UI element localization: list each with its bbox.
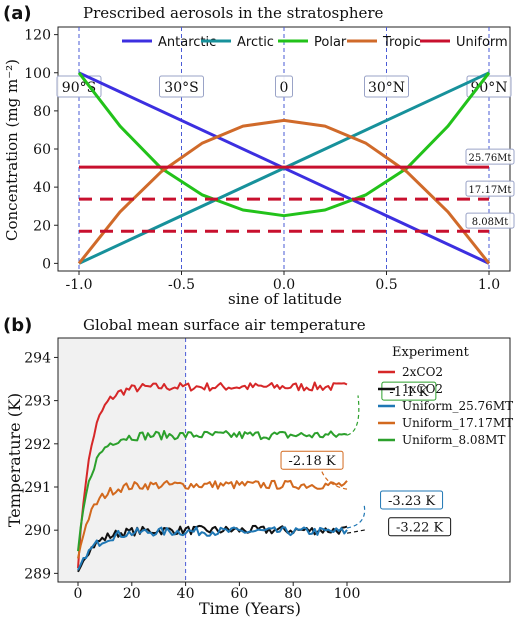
series-line-polar	[77, 71, 491, 218]
x-tick-label-60: 60	[230, 586, 248, 602]
x-tick-label-1-0: -1.0	[66, 277, 93, 293]
y-tick-label-40: 40	[33, 180, 51, 196]
panel-b-legend: Experiment 2xCO2 1xCO2 Uniform_25.76MT Unifo…	[378, 345, 513, 447]
panel-b-x-axis: 0 20 40 60 80 100	[74, 582, 361, 602]
y-tick-label-289: 289	[24, 566, 51, 582]
lat-label-box-30-n	[364, 75, 409, 98]
lat-label-0: 0	[280, 80, 289, 96]
lat-label-30-s: 30°S	[164, 80, 198, 96]
mass-label-box-8-08mt	[465, 212, 515, 229]
y-tick-label-0: 0	[42, 256, 51, 272]
y-tick-label-100: 100	[24, 66, 51, 82]
lat-label-box-30-s	[159, 75, 204, 98]
legend-label-tropic: Tropic	[382, 35, 421, 50]
legend-label-2xco2: 2xCO2	[402, 365, 443, 379]
x-tick-label-1-0: 1.0	[478, 277, 500, 293]
annotation-box-3-23-k	[380, 490, 444, 510]
panel-a-label: (a)	[3, 3, 32, 24]
panel-a-mass-labels: 25.76Mt 17.17Mt 8.08Mt	[465, 148, 515, 229]
x-tick-label-80: 80	[284, 586, 302, 602]
lat-label-box-0	[275, 75, 293, 98]
lat-label-30-n: 30°N	[368, 80, 405, 96]
y-tick-label-60: 60	[33, 142, 51, 158]
mass-label-25-76mt: 25.76Mt	[469, 153, 512, 164]
panel-b-y-axis: 289 290 291 292 293 294	[24, 350, 58, 582]
panel-b-xlabel: Time (Years)	[199, 599, 301, 618]
panel-a-ylabel: Concentration (mg m⁻²)	[3, 59, 21, 241]
x-tick-label-100: 100	[334, 586, 361, 602]
mass-label-box-25-76mt	[465, 148, 515, 165]
panel-a-title: Prescribed aerosols in the stratosphere	[83, 4, 384, 22]
legend-label-uniform-8-08mt: Uniform_8.08MT	[402, 433, 505, 447]
annotation-box-1-1-k	[381, 381, 437, 401]
panel-b-title: Global mean surface air temperature	[83, 316, 366, 334]
mass-label-box-17-17mt	[465, 180, 515, 197]
panel-b: (b) Global mean surface air temperature …	[3, 315, 513, 618]
lat-label-box-90-s	[56, 75, 102, 98]
x-tick-label-0-0: 0.0	[273, 277, 295, 293]
panel-a-y-axis: 0 20 40 60 80 100 120	[24, 28, 58, 272]
panel-b-label: (b)	[3, 315, 32, 336]
legend-label-antarctic: Antarctic	[158, 35, 216, 50]
series-line-uniform-8-08mt	[77, 430, 348, 552]
y-tick-label-80: 80	[33, 104, 51, 120]
annotation-label-3-22-k: -3.22 K	[396, 521, 443, 536]
series-line-uniform-17-17mt	[77, 479, 348, 559]
y-tick-label-290: 290	[24, 523, 51, 539]
panel-a: (a) Prescribed aerosols in the stratosph…	[3, 3, 515, 308]
lat-label-box-90-n	[466, 75, 512, 98]
series-line-tropic	[77, 118, 491, 265]
y-tick-label-292: 292	[24, 437, 51, 453]
annotation-box-3-22-k	[388, 517, 452, 537]
x-tick-label-20: 20	[123, 586, 141, 602]
mass-label-17-17mt: 17.17Mt	[469, 185, 512, 196]
series-line-2xco2	[77, 381, 348, 569]
x-tick-label-0: 0	[74, 586, 83, 602]
annotation-leader-3-23-k	[346, 504, 366, 529]
mass-label-8-08mt: 8.08Mt	[472, 217, 509, 228]
legend-label-uniform-25-76mt: Uniform_25.76MT	[402, 399, 513, 413]
legend-title: Experiment	[392, 345, 470, 360]
x-tick-label-40: 40	[177, 586, 195, 602]
legend-label-1xco2: 1xCO2	[402, 382, 443, 396]
x-tick-label-0-5: -0.5	[168, 277, 195, 293]
y-tick-label-120: 120	[24, 28, 51, 44]
legend-label-arctic: Arctic	[237, 35, 274, 50]
y-tick-label-291: 291	[24, 480, 51, 496]
panel-a-xlabel: sine of latitude	[228, 290, 342, 308]
panel-a-latitude-labels: 90°S 30°S 0 30°N 90°N	[56, 75, 512, 98]
y-tick-label-294: 294	[24, 350, 51, 366]
panel-b-annotations: -1.1 K -2.18 K -3.23 K -3.22 K	[280, 381, 452, 537]
x-tick-label-0-5: 0.5	[375, 277, 397, 293]
series-line-uniform-25-76mt	[77, 526, 348, 571]
annotation-box-2-18-k	[280, 450, 344, 470]
panel-b-spinup-shading	[58, 338, 186, 582]
y-tick-label-20: 20	[33, 218, 51, 234]
annotation-leader-1-1-k	[346, 395, 360, 436]
annotation-label-2-18-k: -2.18 K	[288, 454, 335, 469]
panel-b-series	[77, 381, 348, 573]
panel-a-x-axis: -1.0 -0.5 0.0 0.5 1.0	[66, 271, 500, 293]
y-tick-label-293: 293	[24, 394, 51, 410]
panel-a-legend: Antarctic Arctic Polar Tropic Uniform	[122, 35, 508, 50]
panel-b-ylabel: Temperature (K)	[5, 393, 24, 527]
annotation-leader-3-22-k	[346, 528, 368, 534]
annotation-label-3-23-k: -3.23 K	[388, 494, 435, 509]
legend-label-uniform: Uniform	[456, 35, 508, 50]
panel-a-series	[77, 71, 491, 265]
annotation-label-1-1-k: -1.1 K	[389, 385, 428, 400]
legend-label-uniform-17-17mt: Uniform_17.17MT	[402, 416, 513, 430]
panel-b-plot-frame	[57, 337, 511, 583]
legend-label-polar: Polar	[314, 35, 347, 50]
